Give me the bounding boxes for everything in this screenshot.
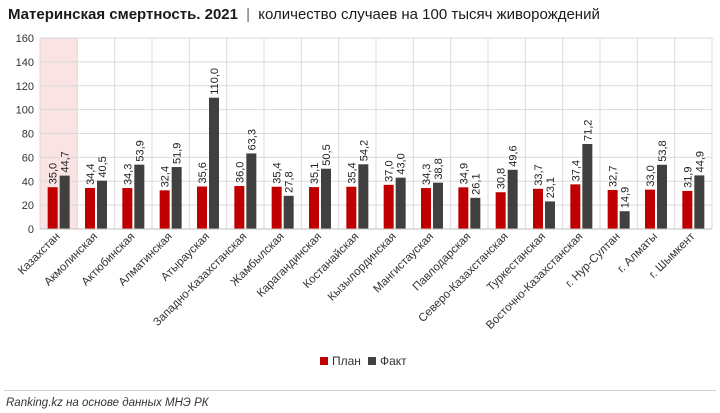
data-label-plan: 34,3 (122, 164, 134, 185)
data-label-fact: 43,0 (396, 153, 408, 174)
bar-plan (533, 188, 543, 229)
bar-plan (570, 184, 581, 229)
y-tick-label: 40 (22, 176, 34, 188)
data-label-fact: 110,0 (209, 68, 221, 95)
data-label-plan: 33,7 (533, 164, 545, 185)
bar-plan (309, 187, 319, 229)
x-tick-label: Кызылординская (326, 231, 399, 304)
data-label-fact: 71,2 (582, 120, 594, 141)
data-label-fact: 44,7 (60, 151, 72, 172)
bar-plan (421, 188, 431, 229)
bar-plan (271, 186, 282, 229)
data-label-fact: 14,9 (620, 187, 632, 208)
y-tick-label: 120 (16, 81, 34, 93)
bar-plan (159, 190, 170, 229)
data-label-plan: 35,4 (272, 162, 284, 183)
bar-plan (47, 187, 58, 229)
bar-plan (682, 190, 693, 229)
data-label-fact: 44,9 (694, 151, 706, 172)
data-label-plan: 37,4 (570, 160, 582, 181)
data-label-fact: 23,1 (545, 177, 557, 198)
bar-plan (607, 189, 618, 229)
bar-fact (246, 153, 257, 229)
data-label-plan: 34,4 (85, 164, 97, 185)
y-tick-label: 0 (28, 224, 34, 236)
chart-subtitle: количество случаев на 100 тысяч живорожд… (258, 6, 600, 23)
legend-swatch-fact (368, 357, 376, 365)
data-label-fact: 63,3 (246, 129, 258, 150)
data-label-plan: 34,3 (421, 164, 433, 185)
data-label-plan: 35,1 (309, 163, 321, 184)
bar-fact (619, 211, 630, 229)
data-label-plan: 36,0 (234, 162, 246, 183)
data-label-fact: 50,5 (321, 144, 333, 165)
data-label-plan: 32,7 (608, 166, 620, 187)
bar-fact (395, 177, 406, 229)
bar-fact (545, 201, 555, 229)
data-label-fact: 53,9 (134, 140, 146, 161)
bar-plan (234, 186, 245, 229)
y-tick-label: 60 (22, 152, 34, 164)
bar-plan (458, 187, 469, 229)
bar-plan (495, 192, 506, 229)
bar-fact (321, 168, 331, 229)
data-label-fact: 40,5 (97, 156, 109, 177)
legend-label-fact: Факт (380, 354, 407, 368)
bar-plan (346, 186, 357, 229)
bar-fact (470, 197, 481, 229)
y-tick-label: 100 (16, 105, 34, 117)
data-label-plan: 35,0 (48, 163, 60, 184)
legend-swatch-plan (320, 357, 328, 365)
data-label-fact: 26,1 (470, 173, 482, 194)
bar-fact (507, 169, 518, 229)
bar-fact (582, 144, 593, 229)
data-label-plan: 35,4 (346, 162, 358, 183)
data-label-fact: 51,9 (172, 143, 184, 164)
source-note: Ranking.kz на основе данных МНЭ РК (6, 397, 209, 409)
bar-fact (97, 180, 107, 229)
data-label-plan: 37,0 (384, 160, 396, 181)
bar-fact (209, 97, 219, 229)
bar-plan (383, 184, 394, 229)
footer-divider (4, 390, 716, 391)
bar-fact (358, 164, 369, 229)
title-separator: | (246, 6, 251, 23)
data-label-fact: 53,8 (657, 140, 669, 161)
y-tick-label: 20 (22, 200, 34, 212)
y-tick-label: 80 (22, 129, 34, 141)
data-label-plan: 32,4 (160, 166, 172, 187)
data-label-plan: 33,0 (645, 165, 657, 186)
y-tick-label: 160 (16, 33, 34, 45)
bar-plan (85, 187, 95, 229)
bar-fact (171, 167, 182, 229)
bar-fact (694, 175, 705, 229)
bar-plan (122, 188, 133, 229)
chart-title: Материнская смертность. 2021 (8, 6, 238, 23)
bar-plan (197, 186, 207, 229)
data-label-plan: 34,9 (458, 163, 470, 184)
x-tick-label: Карагандинская (255, 231, 324, 300)
bar-fact (433, 182, 443, 229)
bar-fact (134, 164, 145, 229)
data-label-fact: 49,6 (508, 145, 520, 166)
data-label-fact: 38,8 (433, 158, 445, 179)
data-label-plan: 30,8 (496, 168, 508, 189)
bar-fact (657, 164, 667, 229)
bar-fact (283, 195, 294, 229)
chart-title-row: Материнская смертность. 2021 | количеств… (8, 6, 712, 28)
bar-fact (59, 175, 70, 229)
data-label-plan: 31,9 (682, 166, 694, 187)
data-label-plan: 35,6 (197, 162, 209, 183)
data-label-fact: 27,8 (284, 171, 296, 192)
bar-chart: 02040608010012014016035,044,7Казахстан34… (16, 33, 713, 368)
bar-plan (645, 189, 655, 229)
data-label-fact: 54,2 (358, 140, 370, 161)
legend-label-plan: План (332, 354, 361, 368)
y-tick-label: 140 (16, 57, 34, 69)
